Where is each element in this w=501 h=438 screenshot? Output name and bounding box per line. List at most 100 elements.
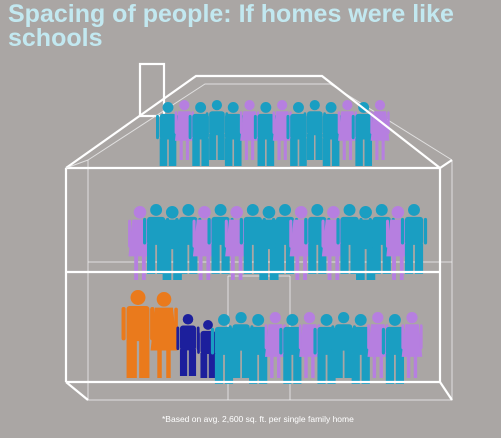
- arm: [271, 217, 276, 245]
- torso: [340, 216, 359, 245]
- head: [325, 102, 337, 113]
- leg: [266, 138, 275, 166]
- leg: [243, 243, 252, 274]
- arm: [337, 111, 341, 134]
- torso: [147, 216, 166, 245]
- leg: [209, 134, 217, 160]
- leg: [259, 353, 268, 384]
- leg: [166, 349, 171, 378]
- leg: [303, 255, 307, 280]
- leg: [293, 353, 302, 384]
- head: [260, 102, 272, 113]
- arm: [245, 327, 249, 355]
- head: [359, 206, 372, 219]
- leg: [304, 356, 308, 378]
- arm: [313, 327, 317, 355]
- arm: [188, 114, 192, 140]
- person: [401, 312, 423, 378]
- arm: [401, 324, 405, 350]
- arm: [351, 114, 355, 140]
- arm: [228, 325, 232, 351]
- leg: [399, 255, 404, 280]
- person: [303, 100, 327, 160]
- back-wall: [87, 160, 453, 401]
- arm: [286, 114, 290, 140]
- person: [176, 314, 200, 376]
- arm: [224, 219, 228, 248]
- leg: [385, 353, 394, 384]
- leg: [290, 138, 298, 166]
- arm: [370, 111, 373, 134]
- head: [391, 206, 405, 219]
- leg: [361, 353, 370, 384]
- arm: [272, 111, 275, 134]
- head: [408, 204, 420, 216]
- head: [211, 100, 223, 111]
- leg: [244, 140, 248, 160]
- torso: [224, 113, 242, 140]
- arm: [128, 219, 132, 248]
- arm: [304, 217, 308, 245]
- leg: [372, 356, 377, 378]
- arm: [197, 331, 200, 354]
- leg: [198, 255, 203, 280]
- footnote: *Based on avg. 2,600 sq. ft. per single …: [162, 414, 354, 424]
- leg: [221, 243, 230, 274]
- torso: [355, 113, 373, 140]
- leg: [224, 353, 234, 384]
- leg: [139, 339, 150, 378]
- head: [327, 206, 340, 219]
- person: [264, 312, 286, 378]
- leg: [188, 349, 197, 376]
- arm: [150, 307, 154, 341]
- head: [294, 206, 308, 219]
- head: [375, 204, 388, 216]
- leg: [230, 255, 235, 280]
- chimney: [138, 62, 166, 118]
- torso: [243, 216, 262, 245]
- arm: [210, 327, 215, 355]
- leg: [189, 243, 198, 274]
- leg: [382, 243, 391, 274]
- torso: [356, 219, 376, 250]
- head: [133, 206, 147, 219]
- head: [277, 100, 288, 111]
- torso: [249, 326, 268, 355]
- leg: [157, 349, 162, 378]
- head: [150, 204, 163, 216]
- leg: [134, 255, 139, 280]
- head: [179, 100, 190, 111]
- leg: [306, 134, 314, 160]
- head: [372, 312, 384, 324]
- torso: [283, 326, 302, 355]
- arm: [385, 219, 390, 248]
- arm: [221, 114, 225, 140]
- head: [338, 312, 350, 324]
- leg: [162, 247, 172, 280]
- arm: [279, 327, 283, 355]
- head: [252, 314, 265, 326]
- torso: [404, 216, 424, 245]
- leg: [147, 243, 156, 274]
- head: [162, 102, 174, 113]
- leg: [315, 134, 323, 160]
- arm: [381, 327, 386, 355]
- leg: [232, 349, 241, 378]
- person: [370, 100, 390, 160]
- head: [279, 204, 292, 216]
- torso: [159, 113, 177, 140]
- arm: [143, 217, 147, 245]
- leg: [317, 353, 326, 384]
- person: [205, 100, 229, 160]
- leg: [206, 255, 211, 280]
- leg: [375, 140, 379, 160]
- leg: [283, 140, 287, 160]
- leg: [179, 349, 188, 376]
- torso: [179, 325, 197, 351]
- torso: [209, 111, 225, 136]
- head: [320, 314, 333, 326]
- arm: [205, 112, 209, 135]
- arm: [331, 325, 335, 351]
